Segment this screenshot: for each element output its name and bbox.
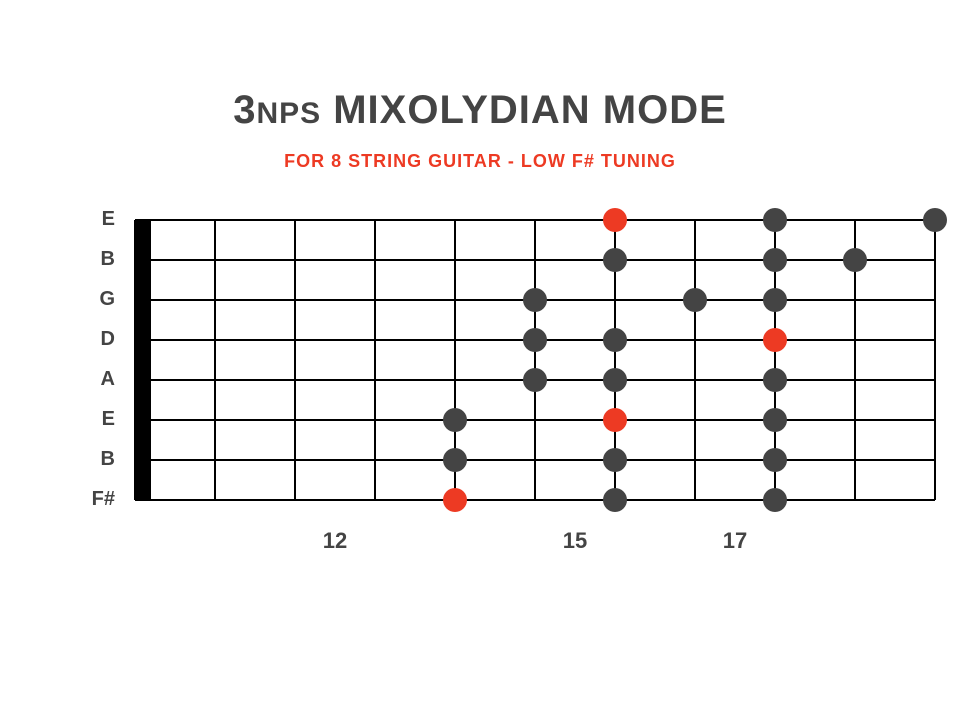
string-label: A (60, 368, 115, 391)
string-label: B (60, 448, 115, 471)
note-dot (523, 368, 547, 392)
note-dot (763, 368, 787, 392)
note-dot-root (603, 408, 627, 432)
note-dot-root (763, 328, 787, 352)
string-label: B (60, 248, 115, 271)
note-dot (603, 328, 627, 352)
note-dot (443, 408, 467, 432)
note-dot (683, 288, 707, 312)
fretboard-fret-line (694, 220, 696, 500)
string-label: E (60, 208, 115, 231)
fretboard-fret-line (214, 220, 216, 500)
fretboard-fret-line (934, 220, 936, 500)
note-dot (763, 408, 787, 432)
note-dot (763, 448, 787, 472)
page: 3nps MIXOLYDIAN MODE FOR 8 STRING GUITAR… (0, 0, 960, 720)
fretboard-fret-line (534, 220, 536, 500)
note-dot (603, 368, 627, 392)
fret-number-label: 17 (723, 528, 747, 554)
fretboard-diagram: EBGDAEBF#121517 (0, 0, 960, 720)
fretboard-fret-line (374, 220, 376, 500)
string-label: G (60, 288, 115, 311)
fret-number-label: 15 (563, 528, 587, 554)
string-label: F# (60, 488, 115, 511)
fretboard-nut (135, 219, 151, 501)
note-dot (763, 288, 787, 312)
note-dot (523, 328, 547, 352)
string-label: E (60, 408, 115, 431)
note-dot (603, 248, 627, 272)
note-dot (523, 288, 547, 312)
note-dot (763, 488, 787, 512)
note-dot (443, 448, 467, 472)
string-label: D (60, 328, 115, 351)
fret-number-label: 12 (323, 528, 347, 554)
note-dot (763, 208, 787, 232)
note-dot (843, 248, 867, 272)
note-dot (603, 448, 627, 472)
note-dot-root (603, 208, 627, 232)
note-dot (603, 488, 627, 512)
fretboard-fret-line (294, 220, 296, 500)
note-dot (923, 208, 947, 232)
note-dot (763, 248, 787, 272)
note-dot-root (443, 488, 467, 512)
